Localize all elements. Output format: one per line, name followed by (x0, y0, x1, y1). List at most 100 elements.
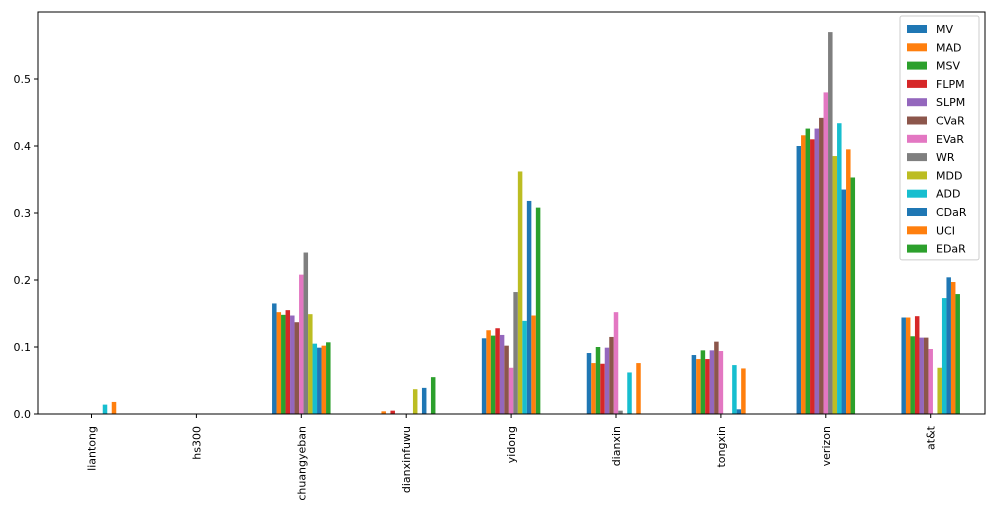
bar (430, 377, 436, 414)
x-tick-label: dianxinfuwu (400, 426, 413, 493)
legend-label: ADD (936, 188, 960, 201)
legend-label: FLPM (936, 78, 965, 91)
bar (691, 355, 697, 414)
bar (504, 345, 509, 414)
bar (741, 368, 746, 414)
bar (294, 322, 300, 414)
bar (846, 149, 851, 414)
legend-swatch (907, 244, 927, 253)
bar (299, 274, 304, 414)
x-tick-label: hs300 (190, 426, 203, 460)
bar (490, 335, 496, 414)
bar (326, 342, 331, 414)
x-tick-label: dianxin (610, 426, 623, 466)
y-tick-label: 0.5 (14, 73, 32, 86)
bar (923, 337, 929, 414)
y-tick-label: 0.2 (14, 274, 32, 287)
bar (901, 317, 906, 414)
bar (805, 128, 811, 414)
bar (928, 349, 933, 414)
bar (303, 252, 309, 414)
bar (705, 359, 710, 414)
bar (495, 328, 500, 414)
x-tick-label: yidong (505, 426, 518, 463)
bar (609, 336, 614, 414)
bar (604, 347, 610, 414)
bar (595, 347, 601, 414)
x-tick-label: tongxin (715, 426, 728, 468)
bar (814, 128, 820, 414)
bar (508, 367, 514, 414)
bar (312, 343, 318, 414)
bar (832, 156, 838, 415)
bar (636, 363, 641, 414)
legend-label: WR (936, 151, 955, 164)
legend-swatch (907, 153, 927, 162)
legend-label: SLPM (936, 96, 965, 109)
bar (810, 139, 815, 415)
legend-swatch (907, 226, 927, 235)
y-tick-label: 0.1 (14, 341, 32, 354)
bar (910, 336, 915, 414)
bar (613, 312, 619, 414)
bar (390, 410, 395, 414)
legend-swatch (907, 61, 927, 70)
bar (591, 363, 596, 414)
bar (517, 171, 523, 414)
bar (714, 341, 719, 414)
bar (801, 135, 806, 414)
legend-swatch (907, 79, 927, 88)
legend: MV MAD MSV FLPM SLPM CVaR EVaR WR MDD ADD CDaR UCI E… (899, 15, 980, 261)
bar (796, 146, 802, 414)
bar (700, 350, 706, 414)
legend-swatch (907, 134, 927, 143)
bar (600, 363, 605, 414)
legend-swatch (907, 208, 927, 216)
bar (381, 411, 386, 414)
bar (732, 365, 737, 414)
legend-swatch (907, 116, 927, 125)
bar (276, 312, 282, 414)
legend-label: MDD (936, 169, 962, 182)
bar (914, 316, 920, 414)
bar (586, 353, 592, 414)
bar (317, 347, 322, 414)
y-axis: 0.0 0.1 0.2 0.3 0.4 0.5 (14, 73, 38, 421)
bar (736, 409, 742, 414)
legend-swatch (907, 98, 927, 107)
bar (281, 314, 286, 414)
bar (481, 338, 487, 414)
bar (919, 337, 924, 414)
legend-label: CDaR (936, 206, 967, 219)
bar (841, 189, 847, 414)
bar (941, 298, 947, 414)
bar (308, 314, 313, 414)
bar (627, 372, 632, 414)
bar (321, 345, 327, 414)
bar (526, 200, 532, 414)
legend-swatch (907, 189, 927, 198)
legend-swatch (907, 25, 927, 33)
bar (696, 359, 701, 414)
bar (285, 310, 291, 414)
bar (290, 315, 295, 414)
bar (486, 330, 491, 414)
x-tick-label: at&t (925, 425, 938, 450)
bar (102, 404, 108, 414)
bar (499, 334, 505, 414)
bar (837, 123, 842, 414)
bars-layer (102, 32, 960, 415)
legend-swatch (907, 43, 927, 52)
bar (709, 350, 715, 414)
plot-frame (37, 11, 986, 415)
bar (522, 320, 527, 414)
legend-label: MV (936, 23, 953, 36)
legend-label: MSV (936, 60, 960, 73)
legend-label: EDaR (936, 243, 966, 256)
bar (828, 32, 833, 414)
y-tick-label: 0.4 (14, 140, 32, 153)
bar (513, 292, 518, 414)
y-tick-label: 0.3 (14, 207, 32, 220)
bar (946, 277, 951, 414)
legend-box (899, 15, 980, 261)
